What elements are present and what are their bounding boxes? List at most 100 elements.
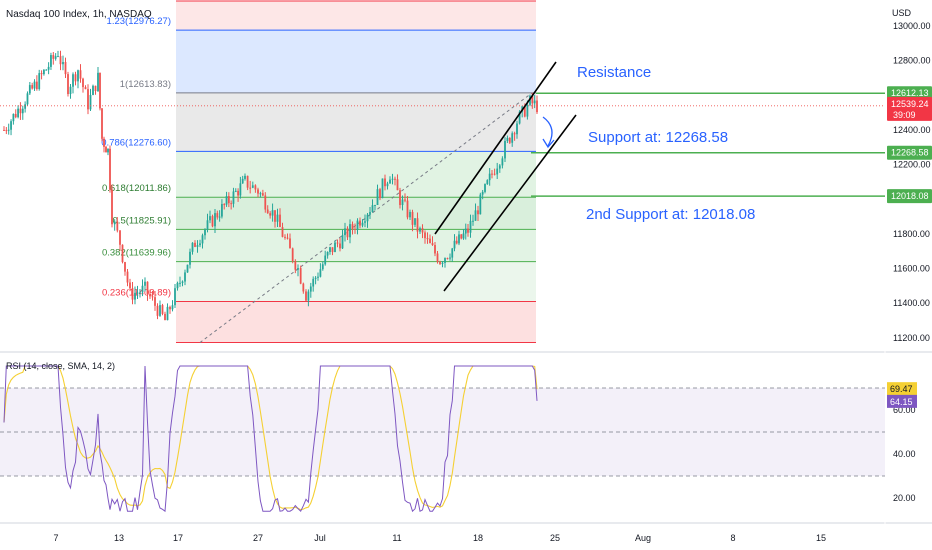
candle-body: [396, 179, 399, 191]
candle-body: [424, 232, 426, 239]
candle-body: [244, 175, 246, 179]
candle-body: [364, 221, 366, 223]
price-tick-label: 11200.00: [893, 333, 930, 343]
candle-body: [381, 178, 384, 199]
candle-body: [221, 204, 223, 217]
candle-body: [12, 113, 15, 122]
rsi-pane: [0, 365, 885, 513]
fib-label-0.786: 0.786(12276.60): [101, 137, 171, 148]
rsi-sma-value: 69.47: [890, 384, 913, 394]
candle-body: [214, 213, 216, 227]
candle-body: [526, 104, 529, 117]
candle-body: [52, 55, 55, 59]
drawings[interactable]: [0, 61, 885, 292]
candle-body: [404, 199, 406, 201]
fib-zone-1[interactable]: [176, 92, 536, 152]
fib-zone-1.618[interactable]: [176, 1, 536, 31]
candle-body: [194, 242, 196, 247]
candle-body: [271, 210, 274, 216]
candle-body: [299, 268, 302, 284]
candle-body: [50, 55, 52, 67]
candle-body: [508, 137, 511, 143]
candle-body: [261, 193, 264, 196]
rsi-sma-line: [3, 365, 538, 511]
candle-body: [164, 313, 166, 321]
candle-body: [359, 220, 361, 226]
candle-body: [199, 243, 201, 246]
candle-body: [431, 243, 434, 246]
time-tick-label: 11: [392, 533, 401, 543]
candle-body: [399, 190, 401, 206]
candle-body: [249, 187, 252, 189]
fib-retracement[interactable]: 1.23(12976.27) 1(12613.83) 0.786(12276.60)…: [101, 0, 536, 344]
resistance-label[interactable]: Resistance: [577, 64, 651, 81]
fib-zone-0.5[interactable]: [176, 229, 536, 262]
projection-arrow[interactable]: [542, 116, 553, 147]
candle-body: [496, 168, 499, 175]
price-tick-label: 12800.00: [893, 56, 931, 66]
price-axis[interactable]: 11200.0011400.0011600.0011800.0012000.00…: [887, 21, 932, 503]
time-axis[interactable]: 7 13 17 27 Jul 11 18 25 Aug 8 15: [53, 533, 826, 543]
candle-body: [491, 173, 493, 175]
fib-zone-1.23[interactable]: [176, 30, 536, 93]
candle-body: [513, 133, 516, 135]
candle-body: [434, 245, 436, 254]
candle-body: [239, 183, 242, 196]
candle-body: [419, 228, 421, 232]
price-tick-label: 12400.00: [893, 125, 931, 135]
candle-body: [227, 196, 230, 204]
candles: [3, 50, 538, 321]
candle-body: [116, 221, 119, 231]
candle-body: [17, 108, 19, 118]
candle-body: [409, 211, 411, 218]
candle-body: [389, 179, 391, 184]
candle-body: [19, 108, 22, 114]
fib-zone-0.618[interactable]: [176, 197, 536, 230]
candle-body: [312, 278, 315, 287]
support2-label[interactable]: 2nd Support at: 12018.08: [586, 206, 755, 223]
candle-body: [506, 137, 509, 142]
candle-body: [317, 276, 319, 278]
channel-lower[interactable]: [443, 114, 577, 292]
price-tick-label: 11600.00: [893, 264, 930, 274]
candle-body: [436, 253, 439, 262]
fib-zone-0.786[interactable]: [176, 151, 536, 198]
price-tick-label: 11800.00: [893, 229, 930, 239]
fib-zone-0.382[interactable]: [176, 261, 536, 302]
candle-body: [103, 138, 105, 147]
candle-body: [129, 282, 131, 289]
candle-body: [7, 129, 10, 131]
rsi-value-tag: [887, 394, 917, 408]
candle-body: [156, 305, 159, 316]
candle-body: [493, 173, 496, 175]
candle-body: [149, 294, 151, 297]
candle-body: [154, 297, 156, 306]
price-tick-label: 11400.00: [893, 298, 930, 308]
candle-body: [14, 113, 17, 118]
candle-body: [141, 285, 144, 293]
candle-body: [10, 121, 12, 130]
candle-body: [344, 228, 346, 236]
candle-body: [3, 129, 5, 131]
candle-body: [451, 248, 454, 258]
candle-body: [69, 86, 72, 95]
candle-body: [379, 189, 381, 199]
time-tick-label: 27: [253, 533, 263, 543]
channel-upper[interactable]: [434, 61, 557, 235]
candle-body: [319, 269, 322, 277]
candle-body: [107, 148, 109, 153]
candle-body: [291, 248, 294, 261]
candle-body: [259, 193, 262, 195]
candle-body: [225, 196, 228, 205]
candle-body: [105, 146, 107, 153]
candle-body: [124, 262, 126, 272]
fib-zone-0[interactable]: [176, 301, 536, 343]
candle-body: [97, 72, 99, 91]
candle-body: [294, 260, 297, 270]
candle-body: [531, 95, 534, 104]
candle-body: [92, 85, 94, 95]
candle-body: [176, 282, 179, 289]
candle-body: [467, 228, 469, 233]
support1-label[interactable]: Support at: 12268.58: [588, 129, 728, 146]
